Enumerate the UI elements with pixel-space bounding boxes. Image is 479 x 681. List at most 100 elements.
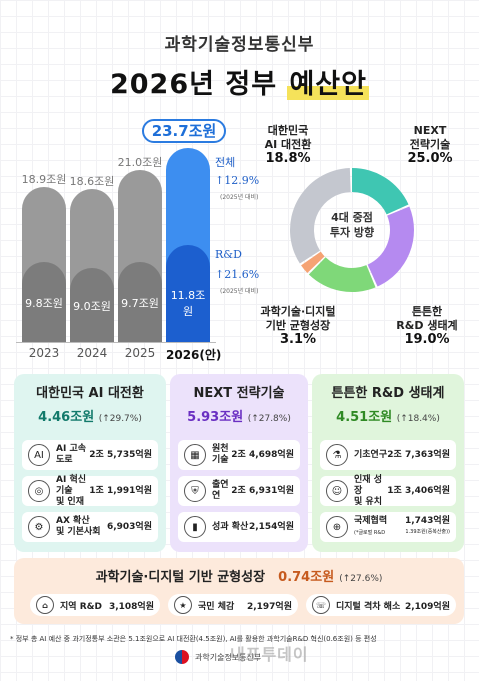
item-name-line1: AI 고속도로 xyxy=(56,444,87,465)
government-emblem-icon xyxy=(175,650,189,664)
item-value: 2조 4,698억원 xyxy=(231,449,294,460)
map-icon: ⌂ xyxy=(36,596,54,614)
bar-rnd-2024 xyxy=(70,268,114,342)
page-headline: 2026년 정부 예산안 xyxy=(0,62,479,101)
item-value: 1,743억원 xyxy=(404,516,450,526)
panel-balance-title: 과학기술·디지털 기반 균형성장 xyxy=(95,570,266,585)
donut-label-next-pct: 25.0% xyxy=(407,151,453,166)
headline-highlight: 예산안 xyxy=(287,69,369,100)
item-name: AI 혁신기술 및 인재 xyxy=(56,475,89,508)
item-name-line2: (*글로벌 R&D xyxy=(354,529,386,536)
list-item: AI AI 고속도로 2조 5,735억원 xyxy=(22,440,158,470)
flask-icon: ⚗ xyxy=(326,444,348,466)
donut-label-ai-pct: 18.8% xyxy=(265,151,311,166)
bar-total-label: 18.6조원 xyxy=(69,175,115,189)
list-item: ☏ 디지털 격차 해소 2,109억원 xyxy=(306,594,456,616)
list-item: ⌂ 지역 R&D 3,108억원 xyxy=(30,594,160,616)
year-label: 2025 xyxy=(124,346,156,360)
panel-ai: 대한민국 AI 대전환 4.46조원 (↑29.7%) AI AI 고속도로 2… xyxy=(14,374,166,552)
total-growth-note: (2025년 대비) xyxy=(220,194,259,201)
donut-label-rnd-line1: 튼튼한 xyxy=(411,305,443,318)
list-item: ⚙ AX 확산 및 기본사회 6,903억원 xyxy=(22,512,158,542)
donut-label-ai: 대한민국 AI 대전환 18.8% xyxy=(248,124,328,166)
item-value: 2조 5,735억원 xyxy=(89,449,152,460)
bar-rnd-2025 xyxy=(118,262,162,342)
list-item: ▦ 원천기술 2조 4,698억원 xyxy=(178,440,300,470)
donut-slice-0 xyxy=(352,168,409,215)
item-value: 2,109억원 xyxy=(404,601,450,612)
panel-ai-growth: (↑29.7%) xyxy=(98,414,142,424)
bar-rnd-label: 9.7조원 xyxy=(121,297,159,311)
year-label: 2026(안) xyxy=(166,348,222,362)
panel-rnd-growth: (↑18.4%) xyxy=(396,414,440,424)
investment-donut-chart xyxy=(290,168,414,292)
item-name: 기초연구 xyxy=(354,449,388,460)
panel-ai-amount-row: 4.46조원 (↑29.7%) xyxy=(14,406,166,425)
donut-slice-1 xyxy=(367,206,414,287)
panel-next: NEXT 전략기술 5.93조원 (↑27.8%) ▦ 원천기술 2조 4,69… xyxy=(170,374,308,552)
panel-balance-header: 과학기술·디지털 기반 균형성장 0.74조원 (↑27.6%) xyxy=(14,566,464,585)
bar-total-label: 18.9조원 xyxy=(21,173,67,187)
footnote: * 정부 총 AI 예산 중 과기정통부 소관은 5.1조원으로 AI 대전환(… xyxy=(10,635,377,643)
total-growth: ↑12.9% xyxy=(215,174,260,187)
item-name: 지역 R&D xyxy=(60,601,102,612)
donut-label-ai-line1: 대한민국 xyxy=(267,124,309,137)
panel-rnd-amount-row: 4.51조원 (↑18.4%) xyxy=(312,406,464,425)
item-name: 국민 체감 xyxy=(198,601,235,612)
item-name: 출연연 xyxy=(212,480,229,501)
list-item: ★ 국민 체감 2,197억원 xyxy=(168,594,298,616)
headline-main: 2026년 정부 xyxy=(109,69,278,100)
bar-total-label: 21.0조원 xyxy=(117,155,163,169)
lab-coat-icon: ⛨ xyxy=(184,480,206,502)
item-name-line1: 인재 성장 xyxy=(354,474,382,496)
people-icon: ★ xyxy=(174,596,192,614)
donut-label-next-line1: NEXT xyxy=(413,124,447,137)
item-name-line1: AI 혁신기술 xyxy=(56,474,87,496)
donut-label-next: NEXT 전략기술 25.0% xyxy=(390,124,470,166)
item-name-line2: 및 기본사회 xyxy=(56,527,101,537)
item-value: 1조 1,991억원 xyxy=(89,485,152,496)
panel-next-amount: 5.93조원 xyxy=(187,410,244,425)
year-label: 2024 xyxy=(76,346,108,360)
bar-rnd-label: 11.8조원 xyxy=(170,288,206,318)
item-name-line1: 국제협력 xyxy=(354,515,388,526)
rnd-growth: ↑21.6% xyxy=(215,268,260,281)
list-item: ⊕ 국제협력 (*글로벌 R&D 1,743억원 1.39조원(중복산출)) xyxy=(320,512,456,542)
item-value: 2,154억원 xyxy=(248,521,294,532)
panel-ai-title: 대한민국 AI 대전환 xyxy=(36,386,144,401)
list-item: ⛨ 출연연 2조 6,931억원 xyxy=(178,476,300,506)
donut-label-rnd-line2: R&D 생태계 xyxy=(396,319,458,332)
donut-label-balance: 과학기술·디지털 기반 균형성장 3.1% xyxy=(248,305,348,347)
donut-label-rnd: 튼튼한 R&D 생태계 19.0% xyxy=(382,305,472,347)
donut-label-balance-line2: 기반 균형성장 xyxy=(265,319,331,332)
item-value-sub: 1.39조원(중복산출)) xyxy=(405,529,450,535)
item-name-line2: 및 인재 xyxy=(56,496,84,507)
panel-balance-amount: 0.74조원 xyxy=(278,570,335,585)
list-item: ▮ 성과 확산 2,154억원 xyxy=(178,512,300,542)
ai-chip-icon: AI xyxy=(28,444,50,466)
growth-chart-icon: ▮ xyxy=(184,516,206,538)
panel-ai-amount: 4.46조원 xyxy=(38,410,95,425)
item-value-wrap: 1,743억원 1.39조원(중복산출)) xyxy=(405,516,450,538)
network-icon: ⚙ xyxy=(28,516,50,538)
donut-label-ai-line2: AI 대전환 xyxy=(264,138,312,151)
panel-rnd: 튼튼한 R&D 생태계 4.51조원 (↑18.4%) ⚗ 기초연구 2조 7,… xyxy=(312,374,464,552)
donut-center-line1: 4대 중점 xyxy=(331,211,373,224)
panel-next-amount-row: 5.93조원 (↑27.8%) xyxy=(170,406,308,425)
person-icon: ☺ xyxy=(326,480,348,502)
list-item: ◎ AI 혁신기술 및 인재 1조 1,991억원 xyxy=(22,475,158,508)
item-value: 3,108억원 xyxy=(108,601,154,612)
donut-label-next-line2: 전략기술 xyxy=(409,138,451,151)
panel-next-title: NEXT 전략기술 xyxy=(193,386,285,401)
donut-label-balance-pct: 3.1% xyxy=(279,332,317,347)
item-name-line1: AX 확산 xyxy=(56,516,90,526)
dna-chip-icon: ▦ xyxy=(184,444,206,466)
item-name: AX 확산 및 기본사회 xyxy=(56,516,107,538)
budget-bar-chart: 9.8조원 18.9조원 2023 9.0조원 18.6조원 2024 9.7조원 21.0조… xyxy=(16,147,222,362)
item-value: 2,197억원 xyxy=(246,601,292,612)
brain-icon: ◎ xyxy=(28,480,50,502)
item-name: 성과 확산 xyxy=(212,521,249,532)
rnd-series-label: R&D xyxy=(215,248,242,261)
donut-slice-2 xyxy=(308,257,376,292)
